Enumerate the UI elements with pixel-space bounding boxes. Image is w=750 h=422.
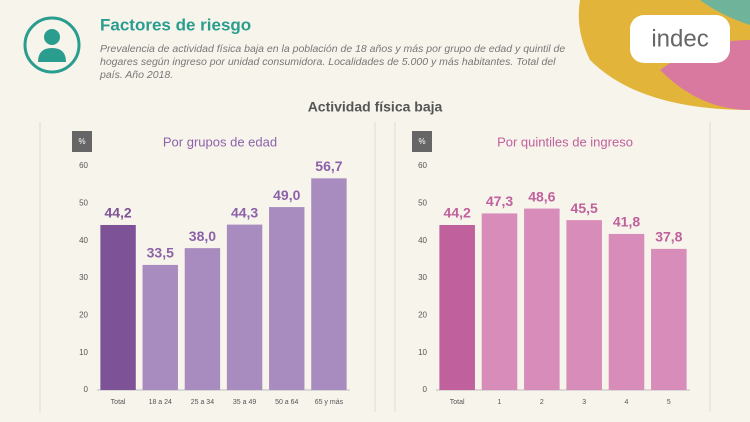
value-label: 49,0: [273, 187, 300, 203]
section-title: Actividad física baja: [308, 99, 443, 115]
logo-text: indec: [651, 25, 708, 52]
x-tick-label: 5: [667, 399, 671, 406]
x-tick-label: 35 a 49: [233, 399, 256, 406]
x-tick-label: 65 y más: [315, 399, 344, 406]
x-tick-label: 18 a 24: [149, 399, 172, 406]
value-label: 48,6: [528, 188, 555, 204]
x-tick-label: 50 a 64: [275, 399, 298, 406]
value-label: 56,7: [315, 158, 342, 174]
x-tick-label: 2: [540, 399, 544, 406]
y-label-box: [412, 131, 432, 152]
bar: [481, 213, 518, 390]
chart-title: Por grupos de edad: [163, 134, 277, 149]
y-tick-label: 30: [79, 273, 88, 282]
y-tick-label: 20: [418, 310, 427, 319]
y-tick-label: 60: [79, 161, 88, 170]
bar: [608, 233, 645, 390]
y-tick-label: 40: [418, 236, 427, 245]
x-tick-label: 4: [625, 399, 629, 406]
title: Factores de riesgo: [100, 15, 251, 34]
icon-body: [38, 48, 66, 62]
y-label: %: [418, 137, 425, 146]
bar: [269, 207, 305, 390]
x-tick-label: 1: [498, 399, 502, 406]
x-tick-label: 25 a 34: [191, 399, 214, 406]
y-tick-label: 50: [418, 198, 427, 207]
y-tick-label: 50: [79, 198, 88, 207]
value-label: 38,0: [189, 228, 216, 244]
logo-box: [630, 15, 730, 63]
subtitle: Prevalencia de actividad física baja en …: [100, 43, 566, 81]
bar: [651, 248, 687, 390]
bar: [439, 224, 475, 390]
y-tick-label: 0: [423, 385, 428, 394]
x-tick-label: Total: [450, 399, 465, 406]
x-tick-label: Total: [111, 399, 126, 406]
y-tick-label: 10: [79, 348, 88, 357]
value-label: 44,3: [231, 204, 258, 220]
value-label: 41,8: [613, 214, 640, 230]
logo-shape: [700, 0, 750, 25]
y-tick-label: 0: [84, 385, 89, 394]
value-label: 45,5: [571, 200, 598, 216]
bar: [524, 208, 560, 390]
y-label-box: [72, 131, 92, 152]
x-tick-label: 3: [582, 399, 586, 406]
y-tick-label: 30: [418, 273, 427, 282]
bar: [142, 264, 178, 390]
bar: [184, 248, 221, 390]
y-tick-label: 60: [418, 161, 427, 170]
bar: [311, 178, 347, 390]
icon-head: [44, 29, 60, 45]
y-label: %: [78, 137, 85, 146]
y-tick-label: 10: [418, 348, 427, 357]
bar: [100, 224, 136, 390]
chart-title: Por quintiles de ingreso: [497, 134, 633, 149]
value-label: 44,2: [444, 205, 471, 221]
bar: [226, 224, 263, 390]
y-tick-label: 20: [79, 310, 88, 319]
value-label: 33,5: [147, 245, 174, 261]
icon-ring: [23, 16, 81, 74]
value-label: 44,2: [104, 205, 131, 221]
bar: [566, 220, 602, 390]
value-label: 47,3: [486, 193, 513, 209]
value-label: 37,8: [655, 229, 682, 245]
y-tick-label: 40: [79, 236, 88, 245]
